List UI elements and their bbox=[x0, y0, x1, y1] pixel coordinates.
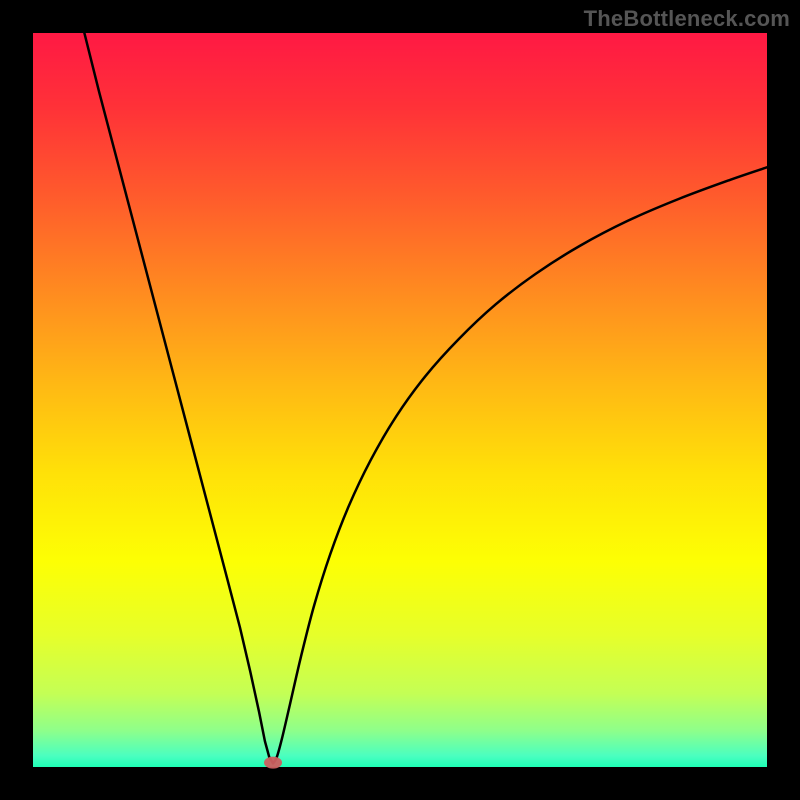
minimum-marker bbox=[264, 757, 282, 769]
plot-background bbox=[33, 33, 767, 767]
bottleneck-plot bbox=[0, 0, 800, 800]
watermark-text: TheBottleneck.com bbox=[584, 6, 790, 32]
chart-container: TheBottleneck.com bbox=[0, 0, 800, 800]
